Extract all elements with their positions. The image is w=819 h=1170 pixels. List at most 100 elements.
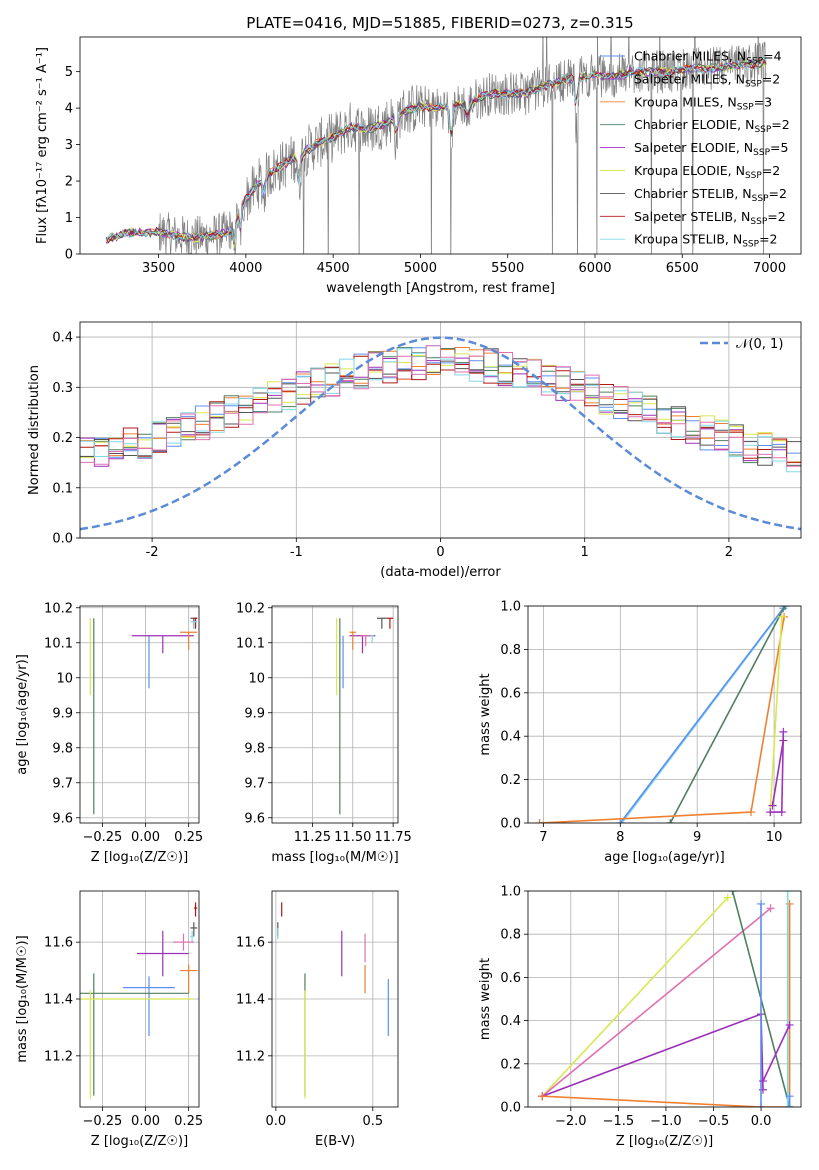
weight-marker [616,819,625,823]
y-tick-label: 9.9 [52,706,73,721]
x-tick-label: 7 [539,830,547,845]
x-tick-label: 0.0 [266,1114,287,1129]
y-tick-label: 9.7 [244,776,265,791]
y-axis-label: mass [log₁₀(M/M☉)] [15,935,30,1062]
x-tick-label: 0 [436,545,444,560]
error-bar-point-7 [193,617,198,629]
weight-marker [779,736,788,745]
weight-marker [728,891,737,895]
model-line-6 [105,59,767,248]
panel-7: 0.0 0.5 11.2 11.4 11.6 E(B-V) [236,890,399,1149]
y-tick-label: 0.1 [52,481,73,496]
weight-line-5 [769,616,783,813]
panel-1: 3500 4000 4500 5000 5500 6000 6500 7000 0 1 2 3 4 5 wa… [35,36,802,296]
legend-entry: Chabrier STELIB, NSSP=2 [634,186,787,204]
weight-line-1 [541,896,729,1097]
x-tick-label: −0.5 [698,1114,730,1129]
y-tick-label: 0.4 [52,331,73,346]
model-line-7 [105,61,767,245]
panel-4: 11.25 11.50 11.75 9.6 9.7 9.8 9.9 10 10.1 10.2 mas… [236,601,412,865]
weight-marker [766,808,775,817]
y-tick-label: 11.4 [236,993,265,1008]
error-bar-point-2 [349,635,376,654]
weight-marker [785,1092,794,1101]
plot-area [105,37,767,254]
weight-marker [757,899,766,908]
x-tick-label: 0.25 [174,830,203,845]
error-bar-point-2 [131,635,194,654]
weight-marker [780,606,789,610]
y-tick-label: 9.6 [244,811,265,826]
x-tick-label: 3500 [142,261,175,276]
x-tick-label: −0.25 [82,830,122,845]
weight-line-7 [771,740,785,806]
x-tick-label: 7000 [753,261,786,276]
error-bar-point-3 [180,964,198,994]
y-tick-label: 9.6 [52,811,73,826]
y-tick-label: 10 [56,671,73,686]
y-axis-label: mass weight [478,673,493,755]
panel-6: −0.25 0.00 0.25 11.2 11.4 11.6 Z [log₁₀(Z/Z☉)]… [15,890,203,1149]
legend-entry: Kroupa ELODIE, NSSP=2 [634,163,780,181]
weight-marker [538,1092,547,1101]
error-bar-point-6 [377,617,387,629]
axes-frame [79,890,200,1108]
y-tick-label: 1 [65,211,73,226]
y-tick-label: 9.8 [52,741,73,756]
weight-marker [777,612,786,621]
legend-entry: Salpeter STELIB, NSSP=2 [634,209,786,227]
model-line-8 [105,58,767,244]
y-tick-label: 11.4 [44,993,73,1008]
y-tick-label: 10.1 [44,636,73,651]
weight-marker [768,801,777,810]
x-tick-label: −2.0 [555,1114,587,1129]
figure-title: PLATE=0416, MJD=51885, FIBERID=0273, z=0… [246,14,633,32]
x-tick-label: 2 [725,545,733,560]
y-tick-label: 3 [65,138,73,153]
weight-marker [723,893,732,902]
x-axis-label: (data-model)/error [380,565,501,580]
x-tick-label: 0.5 [362,1114,383,1129]
y-tick-label: 11.6 [44,936,73,951]
weight-marker [785,1103,794,1107]
axes-frame [79,605,200,824]
model-line-9 [105,57,767,243]
y-tick-label: 11.2 [44,1049,73,1064]
legend-entry: Chabrier ELODIE, NSSP=2 [634,117,790,135]
plot-area [538,891,794,1107]
x-tick-label: 5000 [404,261,437,276]
x-tick-label: 4000 [229,261,262,276]
x-tick-label: -2 [146,545,159,560]
y-axis-label: age [log₁₀(age/yr)] [15,654,30,775]
x-tick-label: 0.00 [131,1114,160,1129]
axes-frame [271,605,399,824]
y-tick-label: 0.4 [500,1014,521,1029]
error-bar-point-8 [370,635,374,643]
weight-line-2 [619,607,784,823]
legend-entry: Salpeter ELODIE, NSSP=5 [634,140,788,158]
error-bar-point-5 [80,990,194,1099]
normal-curve [80,336,801,531]
weight-line-3 [542,1012,764,1097]
legend-entry: Salpeter MILES, NSSP=2 [634,71,780,89]
error-bar-point-2 [136,930,189,977]
weight-marker [535,819,544,823]
y-tick-label: 0.8 [500,643,521,658]
x-tick-label: 0.25 [174,1114,203,1129]
x-tick-label: 9 [693,830,701,845]
y-tick-label: 0.0 [52,532,73,547]
x-tick-label: 1 [581,545,589,560]
y-tick-label: 10.2 [44,601,73,616]
weight-line-4 [539,616,785,823]
error-bar-point-9 [173,933,194,951]
y-tick-label: 0.2 [52,431,73,446]
error-bar-point-8 [190,621,198,629]
histogram-series-9 [80,345,801,538]
y-tick-label: 0.6 [500,686,521,701]
plot-area [277,902,389,1099]
legend: Chabrier MILES, NSSP=4 Salpeter MILES, NS… [600,49,790,250]
x-tick-label: −0.25 [82,1114,122,1129]
error-bar-point-9 [360,635,371,647]
weight-marker [783,1103,792,1107]
y-tick-label: 10.1 [236,636,265,651]
